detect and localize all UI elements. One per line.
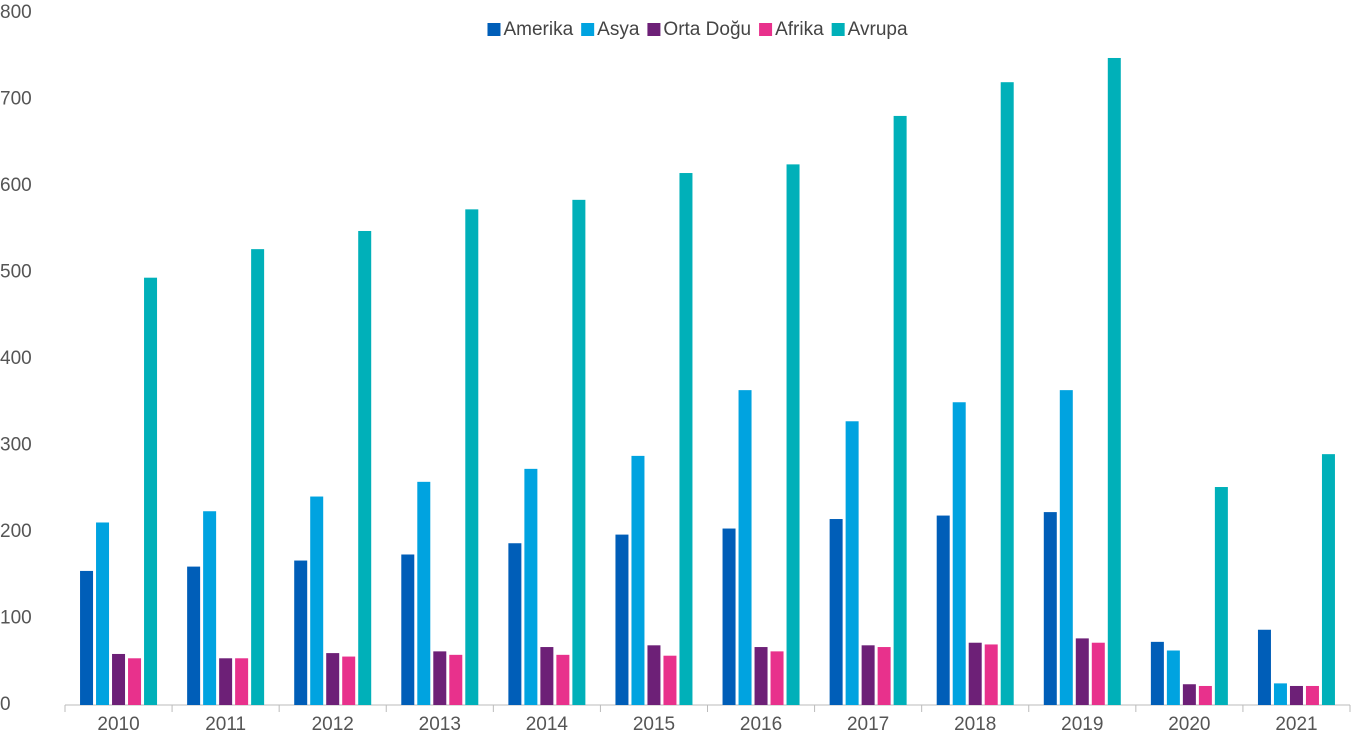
bar bbox=[144, 277, 158, 705]
legend-swatch bbox=[759, 23, 773, 36]
bar bbox=[342, 656, 356, 705]
bar bbox=[128, 658, 142, 705]
bar bbox=[893, 115, 907, 705]
bar bbox=[294, 560, 308, 705]
x-tick-label: 2012 bbox=[312, 714, 354, 735]
x-tick-label: 2011 bbox=[205, 714, 246, 735]
bar bbox=[861, 645, 875, 705]
bar bbox=[572, 199, 586, 705]
x-tick-label: 2018 bbox=[954, 714, 996, 735]
x-tick-label: 2021 bbox=[1275, 714, 1317, 735]
x-tick-label: 2013 bbox=[419, 714, 461, 735]
x-tick-label: 2010 bbox=[97, 714, 139, 735]
bar bbox=[829, 519, 843, 705]
bar bbox=[663, 655, 677, 705]
y-tick-label: 800 bbox=[0, 2, 32, 23]
legend-label: Avrupa bbox=[848, 19, 908, 40]
bar bbox=[1182, 684, 1196, 705]
bar bbox=[647, 645, 661, 705]
legend: Amerika Asya Orta Doğu Afrika Avrupa bbox=[487, 19, 908, 40]
bar bbox=[1166, 650, 1180, 705]
bar bbox=[112, 653, 126, 705]
bar bbox=[1273, 683, 1287, 705]
bar bbox=[615, 534, 629, 705]
bar bbox=[936, 515, 950, 705]
legend-swatch bbox=[487, 23, 501, 36]
legend-swatch bbox=[581, 23, 595, 36]
bar bbox=[1150, 641, 1164, 705]
bar bbox=[754, 647, 768, 705]
bar bbox=[556, 654, 570, 705]
legend-swatch bbox=[647, 23, 661, 36]
bar bbox=[251, 249, 265, 705]
bar bbox=[310, 496, 324, 705]
bar bbox=[1043, 512, 1057, 705]
y-tick-label: 600 bbox=[0, 175, 32, 196]
x-tick-label: 2015 bbox=[633, 714, 675, 735]
bar bbox=[1198, 685, 1212, 705]
y-tick-label: 700 bbox=[0, 89, 32, 110]
bar bbox=[1257, 629, 1271, 705]
y-tick-label: 500 bbox=[0, 262, 32, 283]
bar bbox=[1091, 642, 1105, 705]
bar bbox=[738, 390, 752, 705]
legend-label: Orta Doğu bbox=[663, 19, 751, 40]
legend-label: Amerika bbox=[503, 19, 573, 40]
y-tick-label: 200 bbox=[0, 521, 32, 542]
bar bbox=[722, 528, 736, 705]
bar bbox=[187, 566, 201, 705]
bar bbox=[235, 658, 249, 705]
bar bbox=[401, 554, 415, 705]
bar bbox=[96, 522, 110, 705]
bar bbox=[358, 230, 372, 706]
bar bbox=[80, 570, 94, 705]
legend-label: Afrika bbox=[775, 19, 824, 40]
x-tick-label: 2019 bbox=[1061, 714, 1103, 735]
bar bbox=[877, 647, 891, 705]
bar bbox=[508, 543, 522, 705]
bar bbox=[1321, 454, 1335, 705]
bar bbox=[540, 647, 554, 705]
legend-label: Asya bbox=[597, 19, 640, 40]
x-tick-label: 2014 bbox=[526, 714, 569, 735]
x-tick-label: 2016 bbox=[740, 714, 782, 735]
bar bbox=[465, 209, 479, 706]
bar bbox=[417, 481, 431, 705]
x-tick-label: 2020 bbox=[1168, 714, 1210, 735]
bar bbox=[1059, 390, 1073, 705]
y-tick-label: 100 bbox=[0, 608, 32, 629]
bar bbox=[203, 511, 217, 705]
bar bbox=[1000, 82, 1014, 705]
bar bbox=[326, 653, 340, 705]
bar bbox=[631, 455, 645, 705]
bar bbox=[770, 651, 784, 705]
bar bbox=[1214, 487, 1228, 705]
bar bbox=[433, 651, 447, 705]
bar bbox=[1305, 685, 1319, 705]
bar bbox=[845, 421, 859, 705]
bar bbox=[786, 164, 800, 705]
bar bbox=[952, 402, 966, 705]
bar bbox=[524, 468, 538, 705]
bar bbox=[219, 658, 233, 705]
x-tick-label: 2017 bbox=[847, 714, 889, 735]
bar bbox=[1289, 685, 1303, 705]
bar bbox=[1107, 57, 1121, 706]
bar bbox=[1075, 638, 1089, 705]
y-tick-label: 400 bbox=[0, 348, 32, 369]
bar bbox=[968, 642, 982, 705]
bar bbox=[984, 644, 998, 705]
y-tick-label: 0 bbox=[0, 694, 11, 715]
bar bbox=[679, 173, 693, 705]
bar bbox=[449, 654, 463, 705]
legend-swatch bbox=[831, 23, 845, 36]
y-tick-label: 300 bbox=[0, 435, 32, 456]
